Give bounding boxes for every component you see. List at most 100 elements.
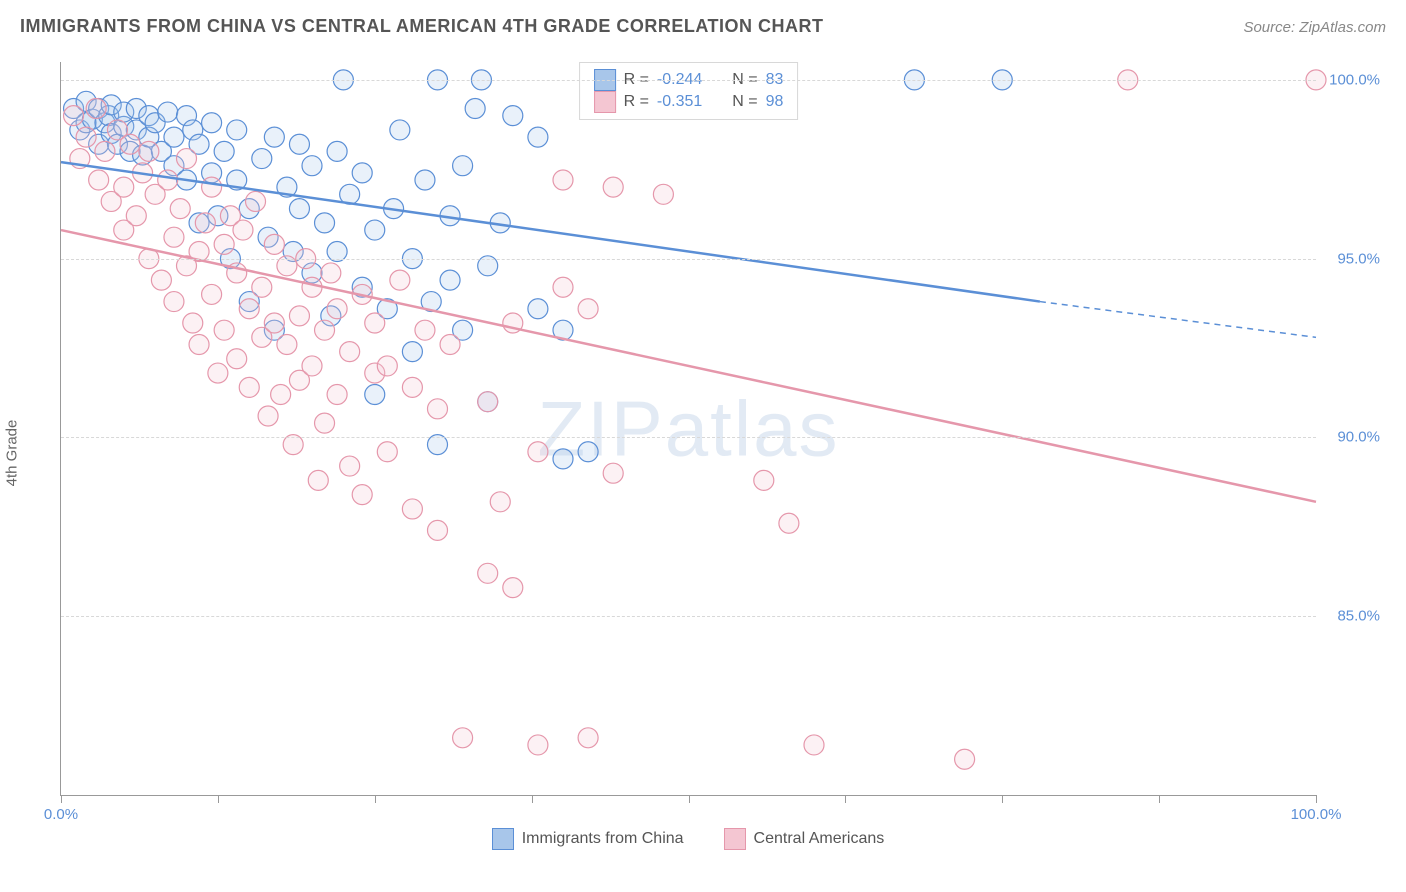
chart-title: IMMIGRANTS FROM CHINA VS CENTRAL AMERICA…: [20, 16, 823, 37]
scatter-point: [246, 191, 266, 211]
legend-swatch: [492, 828, 514, 850]
scatter-point: [390, 270, 410, 290]
r-label: R =: [624, 93, 649, 111]
scatter-point: [252, 149, 272, 169]
scatter-point: [779, 513, 799, 533]
legend-swatch: [594, 91, 616, 113]
scatter-point: [340, 342, 360, 362]
n-label: N =: [732, 93, 757, 111]
scatter-point: [202, 177, 222, 197]
scatter-point: [202, 113, 222, 133]
scatter-point: [227, 349, 247, 369]
scatter-point: [553, 277, 573, 297]
scatter-point: [553, 170, 573, 190]
x-tick: [1316, 795, 1317, 803]
scatter-point: [120, 134, 140, 154]
gridline: [61, 80, 1316, 81]
scatter-point: [302, 356, 322, 376]
y-tick-label: 85.0%: [1337, 608, 1380, 625]
scatter-point: [528, 442, 548, 462]
scatter-point: [440, 270, 460, 290]
scatter-point: [264, 127, 284, 147]
chart-header: IMMIGRANTS FROM CHINA VS CENTRAL AMERICA…: [0, 0, 1406, 45]
x-tick: [218, 795, 219, 803]
correlation-legend: R =-0.244N =83R =-0.351N =98: [579, 62, 799, 120]
scatter-point: [578, 728, 598, 748]
scatter-svg: [61, 62, 1316, 795]
scatter-point: [653, 184, 673, 204]
scatter-point: [578, 299, 598, 319]
scatter-point: [271, 385, 291, 405]
y-tick-label: 100.0%: [1329, 71, 1380, 88]
scatter-point: [239, 299, 259, 319]
scatter-point: [158, 102, 178, 122]
scatter-point: [365, 313, 385, 333]
gridline: [61, 616, 1316, 617]
scatter-point: [428, 520, 448, 540]
scatter-point: [227, 120, 247, 140]
scatter-point: [195, 213, 215, 233]
n-value: 98: [766, 93, 784, 111]
scatter-point: [277, 334, 297, 354]
x-tick: [1002, 795, 1003, 803]
x-tick: [532, 795, 533, 803]
scatter-point: [415, 170, 435, 190]
x-tick-label: 0.0%: [44, 806, 78, 823]
scatter-point: [453, 156, 473, 176]
scatter-point: [327, 299, 347, 319]
r-value: -0.351: [657, 93, 702, 111]
scatter-point: [503, 578, 523, 598]
scatter-point: [315, 413, 335, 433]
scatter-point: [340, 456, 360, 476]
scatter-point: [327, 141, 347, 161]
chart-area: 4th Grade ZIPatlas R =-0.244N =83R =-0.3…: [20, 50, 1386, 856]
gridline: [61, 259, 1316, 260]
scatter-point: [578, 442, 598, 462]
scatter-point: [233, 220, 253, 240]
legend-item: Immigrants from China: [492, 828, 684, 850]
scatter-point: [264, 313, 284, 333]
scatter-point: [126, 206, 146, 226]
scatter-point: [177, 149, 197, 169]
scatter-point: [170, 199, 190, 219]
scatter-point: [258, 406, 278, 426]
legend-label: Immigrants from China: [522, 830, 684, 848]
scatter-point: [440, 334, 460, 354]
scatter-point: [402, 377, 422, 397]
scatter-point: [377, 356, 397, 376]
scatter-point: [302, 156, 322, 176]
scatter-point: [95, 141, 115, 161]
legend-swatch: [724, 828, 746, 850]
y-tick-label: 90.0%: [1337, 429, 1380, 446]
scatter-point: [321, 263, 341, 283]
legend-item: Central Americans: [724, 828, 885, 850]
x-tick-label: 100.0%: [1291, 806, 1342, 823]
scatter-point: [465, 98, 485, 118]
series-legend: Immigrants from China Central Americans: [60, 828, 1316, 850]
scatter-point: [86, 98, 106, 118]
scatter-point: [239, 377, 259, 397]
scatter-point: [214, 234, 234, 254]
scatter-point: [453, 728, 473, 748]
scatter-point: [478, 563, 498, 583]
x-tick: [689, 795, 690, 803]
scatter-point: [114, 177, 134, 197]
scatter-point: [365, 385, 385, 405]
scatter-point: [428, 399, 448, 419]
scatter-point: [352, 485, 372, 505]
scatter-point: [214, 141, 234, 161]
scatter-point: [478, 392, 498, 412]
scatter-point: [327, 385, 347, 405]
scatter-point: [390, 120, 410, 140]
scatter-point: [315, 213, 335, 233]
scatter-point: [189, 334, 209, 354]
scatter-point: [183, 313, 203, 333]
x-tick: [845, 795, 846, 803]
scatter-point: [553, 449, 573, 469]
scatter-point: [302, 277, 322, 297]
scatter-point: [164, 227, 184, 247]
y-axis-label: 4th Grade: [4, 420, 21, 487]
scatter-point: [164, 127, 184, 147]
scatter-point: [754, 470, 774, 490]
x-tick: [61, 795, 62, 803]
